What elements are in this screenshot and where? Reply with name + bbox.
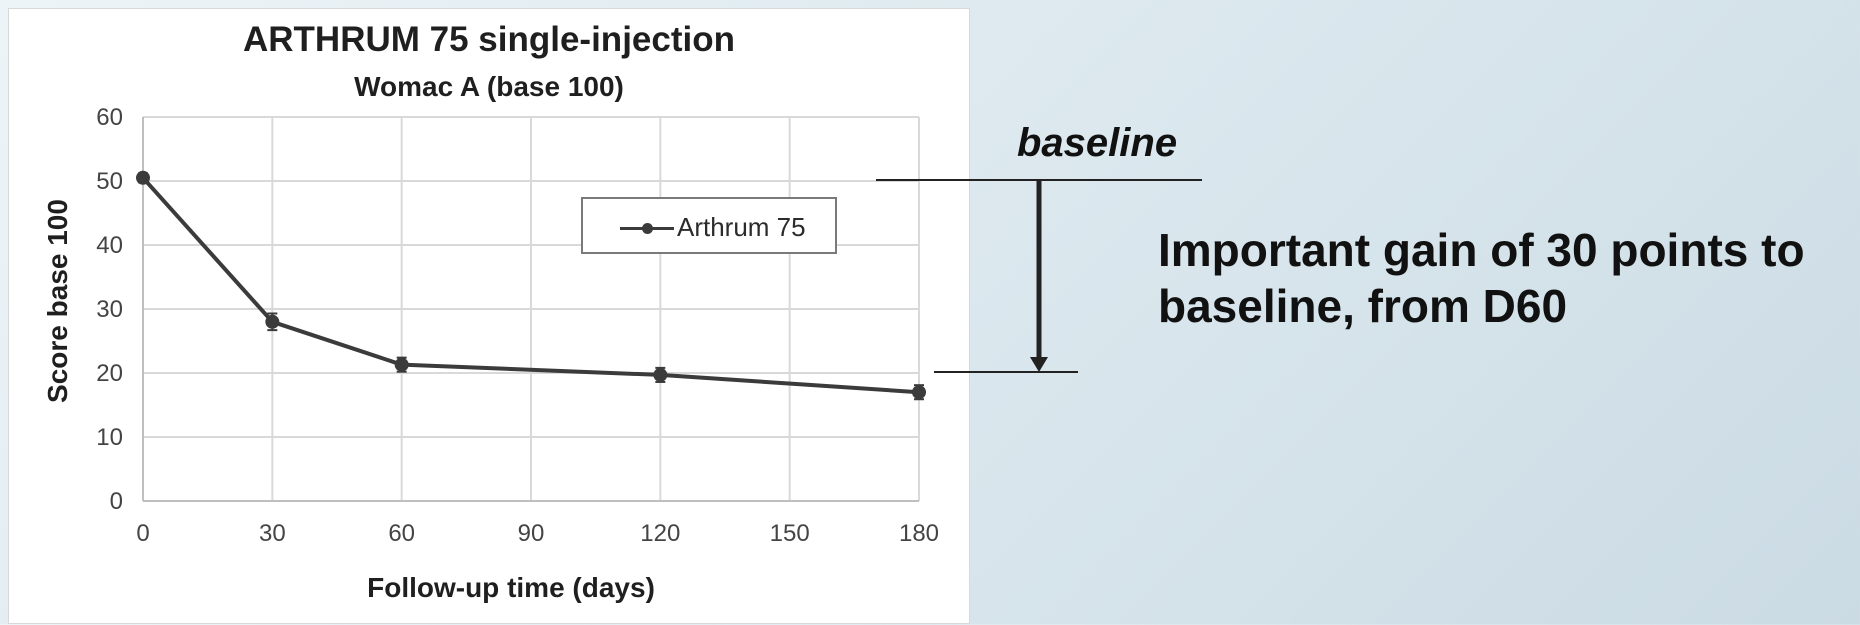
y-tick-label-5: 50 <box>96 168 123 195</box>
data-point-0-2 <box>394 357 409 372</box>
x-tick-label-2: 60 <box>388 520 415 547</box>
tick-labels: 0 10 20 30 40 50 60 0 30 60 90 120 150 180 <box>96 104 939 547</box>
x-tick-label-5: 150 <box>770 520 810 547</box>
chart-subtitle: Womac A (base 100) <box>354 71 624 102</box>
chart-panel: 0 10 20 30 40 50 60 0 30 60 90 120 150 180 ARTHRUM 75… <box>8 8 970 624</box>
x-tick-label-6: 180 <box>899 520 939 547</box>
baseline-label: baseline <box>1017 121 1178 165</box>
x-tick-label-1: 30 <box>259 520 286 547</box>
y-tick-label-2: 20 <box>96 360 123 387</box>
x-tick-label-0: 0 <box>136 520 149 547</box>
x-axis-label: Follow-up time (days) <box>367 572 655 603</box>
data-point-0-3 <box>653 367 668 382</box>
legend-line-marker-icon <box>620 223 674 234</box>
y-tick-label-4: 40 <box>96 232 123 259</box>
x-tick-label-3: 90 <box>518 520 545 547</box>
gridlines <box>142 116 920 502</box>
y-axis-label: Score base 100 <box>42 199 73 403</box>
gain-note: Important gain of 30 points to baseline,… <box>1158 224 1805 332</box>
y-tick-label-6: 60 <box>96 104 123 131</box>
chart-title: ARTHRUM 75 single-injection <box>243 20 735 59</box>
y-tick-label-0: 0 <box>110 488 123 515</box>
legend-label: Arthrum 75 <box>677 212 806 242</box>
legend: Arthrum 75 <box>581 197 837 254</box>
chart-plot: 0 10 20 30 40 50 60 0 30 60 90 120 150 180 <box>96 104 939 547</box>
data-point-0-1 <box>265 314 280 329</box>
y-tick-label-1: 10 <box>96 424 123 451</box>
x-tick-label-4: 120 <box>640 520 680 547</box>
data-point-0-4 <box>912 385 926 400</box>
series-layer <box>136 170 926 401</box>
gain-arrow-head-icon <box>1030 357 1048 372</box>
y-tick-label-3: 30 <box>96 296 123 323</box>
data-point-0-0 <box>136 170 150 185</box>
